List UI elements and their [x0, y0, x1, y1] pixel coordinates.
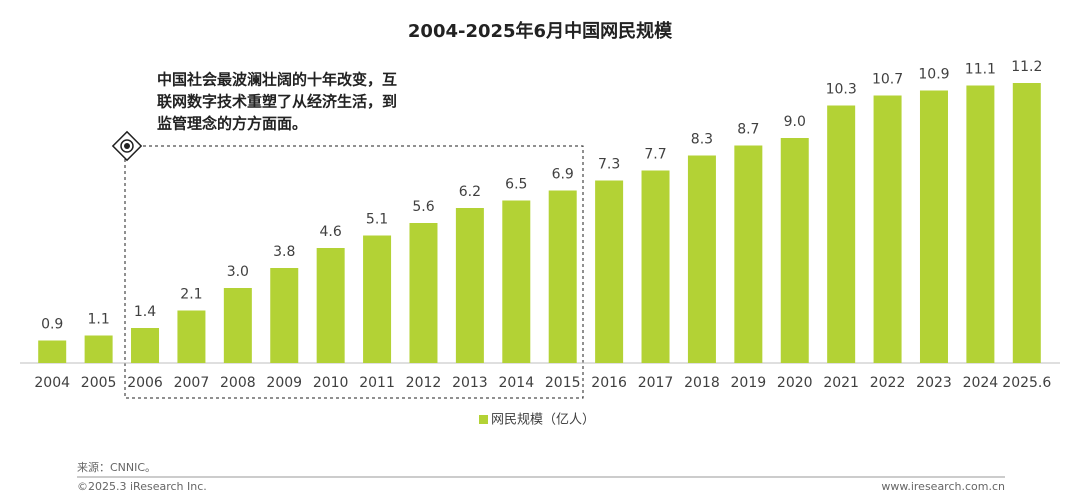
annotation-icon — [111, 130, 143, 162]
data-label: 10.9 — [918, 67, 949, 83]
x-tick-label: 2013 — [452, 375, 488, 391]
data-label: 7.7 — [644, 147, 666, 163]
x-tick-label: 2009 — [266, 375, 302, 391]
data-label: 6.9 — [552, 167, 574, 183]
data-label: 8.3 — [691, 132, 713, 148]
data-label: 9.0 — [784, 114, 806, 130]
bar — [84, 335, 113, 363]
data-label: 3.8 — [273, 244, 295, 260]
data-label: 6.2 — [459, 184, 481, 200]
x-tick-label: 2006 — [127, 375, 163, 391]
data-label: 2.1 — [180, 287, 202, 303]
bar — [687, 155, 716, 363]
bar — [873, 95, 902, 363]
x-tick-label: 2005 — [81, 375, 117, 391]
data-label: 5.6 — [412, 199, 434, 215]
bar — [223, 288, 252, 363]
bar — [919, 90, 948, 363]
bar — [1012, 83, 1041, 363]
x-tick-label: 2025.6 — [1002, 375, 1051, 391]
bar — [827, 105, 856, 363]
bar — [363, 235, 392, 363]
data-label: 0.9 — [41, 317, 63, 333]
x-tick-label: 2014 — [498, 375, 534, 391]
bar — [38, 340, 67, 363]
bar — [131, 328, 160, 363]
data-label: 6.5 — [505, 177, 527, 193]
bar — [966, 85, 995, 363]
annotation: 监管理念的方方面面。 — [157, 115, 307, 133]
copyright: ©2025.3 iResearch Inc. — [77, 480, 207, 493]
bar — [502, 200, 531, 363]
data-label: 1.4 — [134, 304, 156, 320]
x-tick-label: 2023 — [916, 375, 952, 391]
bar — [455, 208, 484, 363]
x-tick-label: 2008 — [220, 375, 256, 391]
bar — [548, 190, 577, 363]
x-tick-label: 2007 — [174, 375, 210, 391]
x-tick-label: 2011 — [359, 375, 395, 391]
legend-label: 网民规模（亿人） — [491, 413, 595, 428]
bar — [270, 268, 299, 363]
x-tick-label: 2016 — [591, 375, 627, 391]
data-label: 11.1 — [965, 62, 996, 78]
x-tick-label: 2012 — [406, 375, 442, 391]
bar — [409, 223, 438, 363]
x-tick-label: 2010 — [313, 375, 349, 391]
bar — [316, 248, 345, 363]
x-tick-label: 2015 — [545, 375, 581, 391]
x-tick-label: 2022 — [870, 375, 906, 391]
bar — [641, 170, 670, 363]
x-tick-label: 2024 — [963, 375, 999, 391]
data-label: 11.2 — [1011, 59, 1042, 75]
data-label: 10.7 — [872, 72, 903, 88]
data-label: 10.3 — [826, 82, 857, 98]
data-label: 7.3 — [598, 157, 620, 173]
annotation: 中国社会最波澜壮阔的十年改变，互 — [157, 71, 397, 89]
data-label: 8.7 — [737, 122, 759, 138]
annotation: 联网数字技术重塑了从经济生活，到 — [157, 93, 397, 111]
data-label: 3.0 — [227, 264, 249, 280]
legend-swatch — [479, 415, 488, 424]
data-label: 4.6 — [320, 224, 342, 240]
x-tick-label: 2017 — [638, 375, 674, 391]
website: www.iresearch.com.cn — [881, 480, 1005, 493]
x-tick-label: 2019 — [731, 375, 767, 391]
bar — [780, 138, 809, 363]
annotation-box — [124, 145, 584, 399]
bar — [734, 145, 763, 363]
data-label: 5.1 — [366, 212, 388, 228]
source: 来源：CNNIC。 — [77, 460, 156, 474]
x-tick-label: 2004 — [34, 375, 70, 391]
x-tick-label: 2020 — [777, 375, 813, 391]
x-tick-label: 2018 — [684, 375, 720, 391]
data-label: 1.1 — [87, 312, 109, 328]
x-tick-label: 2021 — [823, 375, 859, 391]
bar — [595, 180, 624, 363]
chart-title: 2004-2025年6月中国网民规模 — [408, 20, 673, 42]
bar — [177, 310, 206, 363]
